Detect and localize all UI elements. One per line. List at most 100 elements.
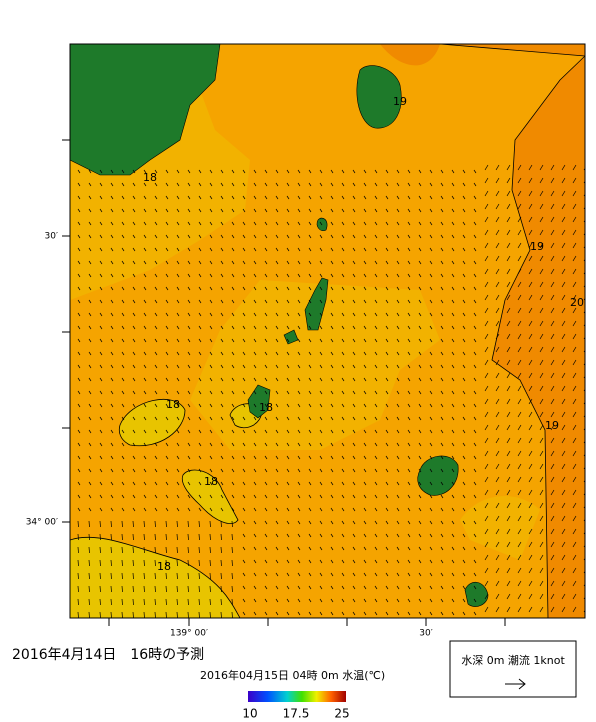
current-arrow xyxy=(121,520,123,528)
current-arrow xyxy=(418,585,422,590)
current-arrow xyxy=(132,520,134,528)
current-arrow xyxy=(484,541,489,548)
current-arrow xyxy=(451,442,455,447)
current-arrow xyxy=(528,593,533,600)
current-arrow xyxy=(561,177,566,184)
current-arrow xyxy=(506,294,511,301)
current-arrow xyxy=(528,268,533,275)
current-arrow xyxy=(517,411,522,418)
current-arrow xyxy=(341,442,345,447)
current-arrow xyxy=(341,195,345,200)
current-arrow xyxy=(572,203,577,210)
current-arrow xyxy=(561,450,566,457)
current-arrow xyxy=(286,429,290,434)
current-arrow xyxy=(528,177,533,184)
current-arrow xyxy=(253,221,257,226)
current-arrow xyxy=(165,286,169,291)
current-arrow xyxy=(506,528,511,535)
current-arrow xyxy=(220,442,224,447)
current-arrow xyxy=(429,273,433,278)
current-arrow xyxy=(418,169,422,174)
contour-label: 19 xyxy=(545,419,559,432)
current-arrow xyxy=(77,481,81,486)
current-arrow xyxy=(220,533,222,541)
current-arrow xyxy=(473,546,477,551)
current-arrow xyxy=(275,403,279,408)
current-arrow xyxy=(330,533,334,538)
current-arrow xyxy=(165,507,169,512)
current-arrow xyxy=(176,455,180,460)
current-arrow xyxy=(374,416,378,421)
current-arrow xyxy=(77,260,81,265)
current-arrow xyxy=(165,416,169,421)
current-arrow xyxy=(220,338,224,343)
current-arrow xyxy=(264,351,268,356)
current-arrow xyxy=(374,403,378,408)
current-arrow xyxy=(176,312,180,317)
current-arrow xyxy=(539,489,544,496)
current-arrow xyxy=(330,260,334,265)
current-arrow xyxy=(319,325,323,330)
current-arrow xyxy=(385,390,389,395)
current-arrow xyxy=(462,520,466,525)
current-arrow xyxy=(187,416,191,421)
current-arrow xyxy=(385,468,389,473)
current-arrow xyxy=(264,403,268,408)
current-arrow xyxy=(506,463,511,470)
current-arrow xyxy=(308,442,312,447)
current-arrow xyxy=(396,286,400,291)
current-arrow xyxy=(88,325,92,330)
current-arrow xyxy=(143,182,147,187)
current-arrow xyxy=(209,273,213,278)
current-arrow xyxy=(264,585,268,590)
current-arrow xyxy=(110,351,114,356)
current-arrow xyxy=(341,481,345,486)
current-arrow xyxy=(363,299,367,304)
current-arrow xyxy=(187,208,191,213)
current-arrow xyxy=(308,403,312,408)
current-arrow xyxy=(231,533,233,541)
current-arrow xyxy=(484,593,489,600)
current-arrow xyxy=(473,585,477,590)
current-arrow xyxy=(407,208,411,213)
current-arrow xyxy=(264,299,268,304)
current-arrow xyxy=(187,195,191,200)
current-arrow xyxy=(187,611,189,618)
current-arrow xyxy=(165,299,169,304)
current-arrow xyxy=(154,286,158,291)
current-arrow xyxy=(363,585,367,590)
current-arrow xyxy=(220,286,224,291)
current-arrow xyxy=(506,372,511,379)
current-arrow xyxy=(484,528,489,535)
current-arrow xyxy=(572,307,577,314)
current-arrow xyxy=(462,546,466,551)
current-arrow xyxy=(363,533,367,538)
current-arrow xyxy=(220,481,224,486)
current-arrow xyxy=(319,234,323,239)
current-arrow xyxy=(374,338,378,343)
current-arrow xyxy=(121,169,125,174)
current-arrow xyxy=(561,606,566,613)
current-arrow xyxy=(374,377,378,382)
current-arrow xyxy=(286,247,290,252)
current-arrow xyxy=(308,585,312,590)
current-arrow xyxy=(429,533,433,538)
current-arrow xyxy=(154,468,158,473)
current-arrow xyxy=(341,611,345,616)
current-arrow xyxy=(352,351,356,356)
current-arrow xyxy=(308,325,312,330)
current-arrow xyxy=(385,247,389,252)
current-arrow xyxy=(385,377,389,382)
current-arrow xyxy=(418,611,422,616)
current-arrow xyxy=(319,195,323,200)
current-arrow xyxy=(572,593,577,600)
current-arrow xyxy=(528,489,533,496)
current-arrow xyxy=(308,208,312,213)
current-arrow xyxy=(154,533,156,541)
current-arrow xyxy=(110,182,114,187)
current-arrow xyxy=(308,546,312,551)
current-arrow xyxy=(385,182,389,187)
current-arrow xyxy=(363,325,367,330)
current-arrow xyxy=(429,572,433,577)
current-arrow xyxy=(110,494,114,499)
